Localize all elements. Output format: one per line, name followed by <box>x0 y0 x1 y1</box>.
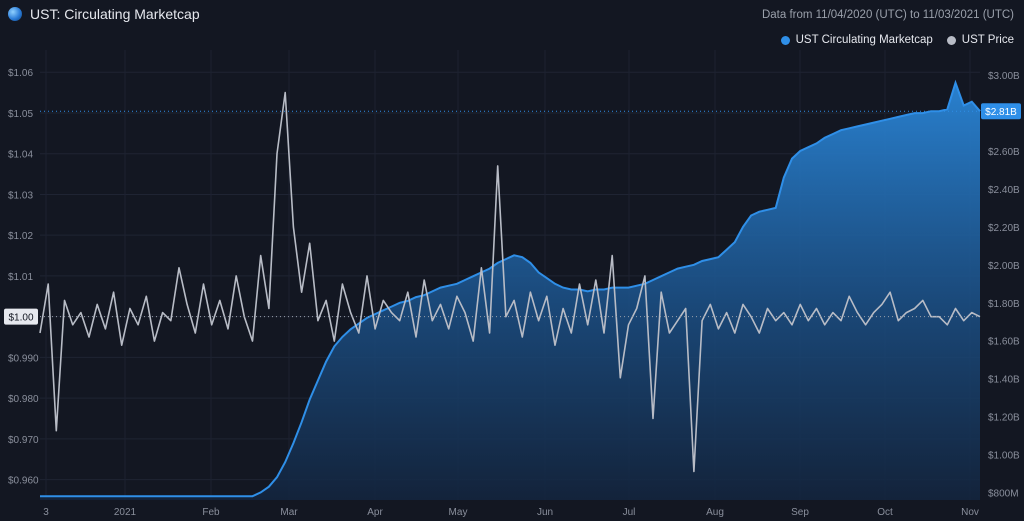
x-time-axis: 3 2021 Feb Mar Apr May Jun Jul Aug Sep Oct Nov <box>43 507 979 518</box>
x-axis-tick-label: Feb <box>202 507 220 518</box>
right-axis-tick-label: $1.40B <box>988 375 1020 386</box>
left-axis-tick-label: $1.02 <box>8 231 33 242</box>
date-range-label: Data from 11/04/2020 (UTC) to 11/03/2021… <box>761 9 1014 21</box>
marketcap-area <box>40 82 980 501</box>
left-axis-tick-label: $1.05 <box>8 109 33 120</box>
current-marketcap-label: $2.81B <box>985 107 1017 118</box>
legend-dot-price <box>946 35 956 45</box>
left-axis-tick-label: $0.980 <box>8 394 39 405</box>
x-axis-tick-label: 3 <box>43 507 49 518</box>
chart-legend: UST Circulating Marketcap UST Price <box>780 34 1014 46</box>
x-axis-tick-label: Jul <box>623 507 636 518</box>
right-marketcap-axis: $3.00B$2.80B$2.60B$2.40B$2.20B$2.00B$1.8… <box>988 71 1020 499</box>
x-axis-tick-label: Aug <box>706 507 724 518</box>
left-axis-tick-label: $1.06 <box>8 68 33 79</box>
x-axis-tick-label: Mar <box>280 507 298 518</box>
left-axis-tick-label: $1.04 <box>8 150 33 161</box>
current-marketcap-badge <box>981 103 1021 120</box>
legend-dot-marketcap <box>780 35 790 45</box>
left-axis-tick-label: $0.960 <box>8 476 39 487</box>
terra-logo-icon <box>8 7 22 21</box>
x-axis-tick-label: Apr <box>367 507 383 518</box>
x-axis-tick-label: 2021 <box>114 507 137 518</box>
left-axis-tick-label: $1.01 <box>8 272 33 283</box>
right-axis-tick-label: $1.00B <box>988 450 1020 461</box>
price-line <box>39 91 981 473</box>
current-price-badge <box>4 308 38 325</box>
current-price-label: $1.00 <box>8 313 33 324</box>
x-axis-tick-label: Jun <box>537 507 553 518</box>
price-line-layer <box>39 91 981 473</box>
right-axis-tick-label: $2.20B <box>988 223 1020 234</box>
chart-title: UST: Circulating Marketcap <box>30 6 200 22</box>
right-axis-tick-label: $2.60B <box>988 147 1020 158</box>
left-axis-tick-label: $0.970 <box>8 435 39 446</box>
marketcap-area-layer <box>40 79 981 501</box>
left-price-axis: $1.06 $1.05 $1.04 $1.03 $1.02 $1.01 $1.00 $0.99… <box>8 68 39 486</box>
right-axis-tick-label: $2.40B <box>988 185 1020 196</box>
right-axis-tick-label: $1.80B <box>988 299 1020 310</box>
x-axis-tick-label: Sep <box>791 507 809 518</box>
right-axis-tick-label: $2.00B <box>988 261 1020 272</box>
marketcap-line <box>40 79 981 498</box>
right-axis-tick-label: $1.20B <box>988 413 1020 424</box>
x-axis-tick-label: Oct <box>877 507 893 518</box>
left-axis-tick-label: $0.990 <box>8 353 39 364</box>
chart-header: UST: Circulating Marketcap Data from 11/… <box>0 0 1024 30</box>
right-axis-tick-label: $1.60B <box>988 337 1020 348</box>
legend-label-marketcap: UST Circulating Marketcap <box>795 34 933 46</box>
legend-item-price[interactable]: UST Price <box>946 34 1014 46</box>
left-axis-tick-label: $1.03 <box>8 190 33 201</box>
legend-item-marketcap[interactable]: UST Circulating Marketcap <box>780 34 933 46</box>
right-axis-tick-label: $800M <box>988 488 1019 499</box>
x-axis-tick-label: Nov <box>961 507 979 518</box>
legend-label-price: UST Price <box>961 34 1014 46</box>
current-value-markers: $1.00 $2.81B <box>4 103 1021 325</box>
right-axis-tick-label: $3.00B <box>988 71 1020 82</box>
x-axis-tick-label: May <box>449 507 468 518</box>
